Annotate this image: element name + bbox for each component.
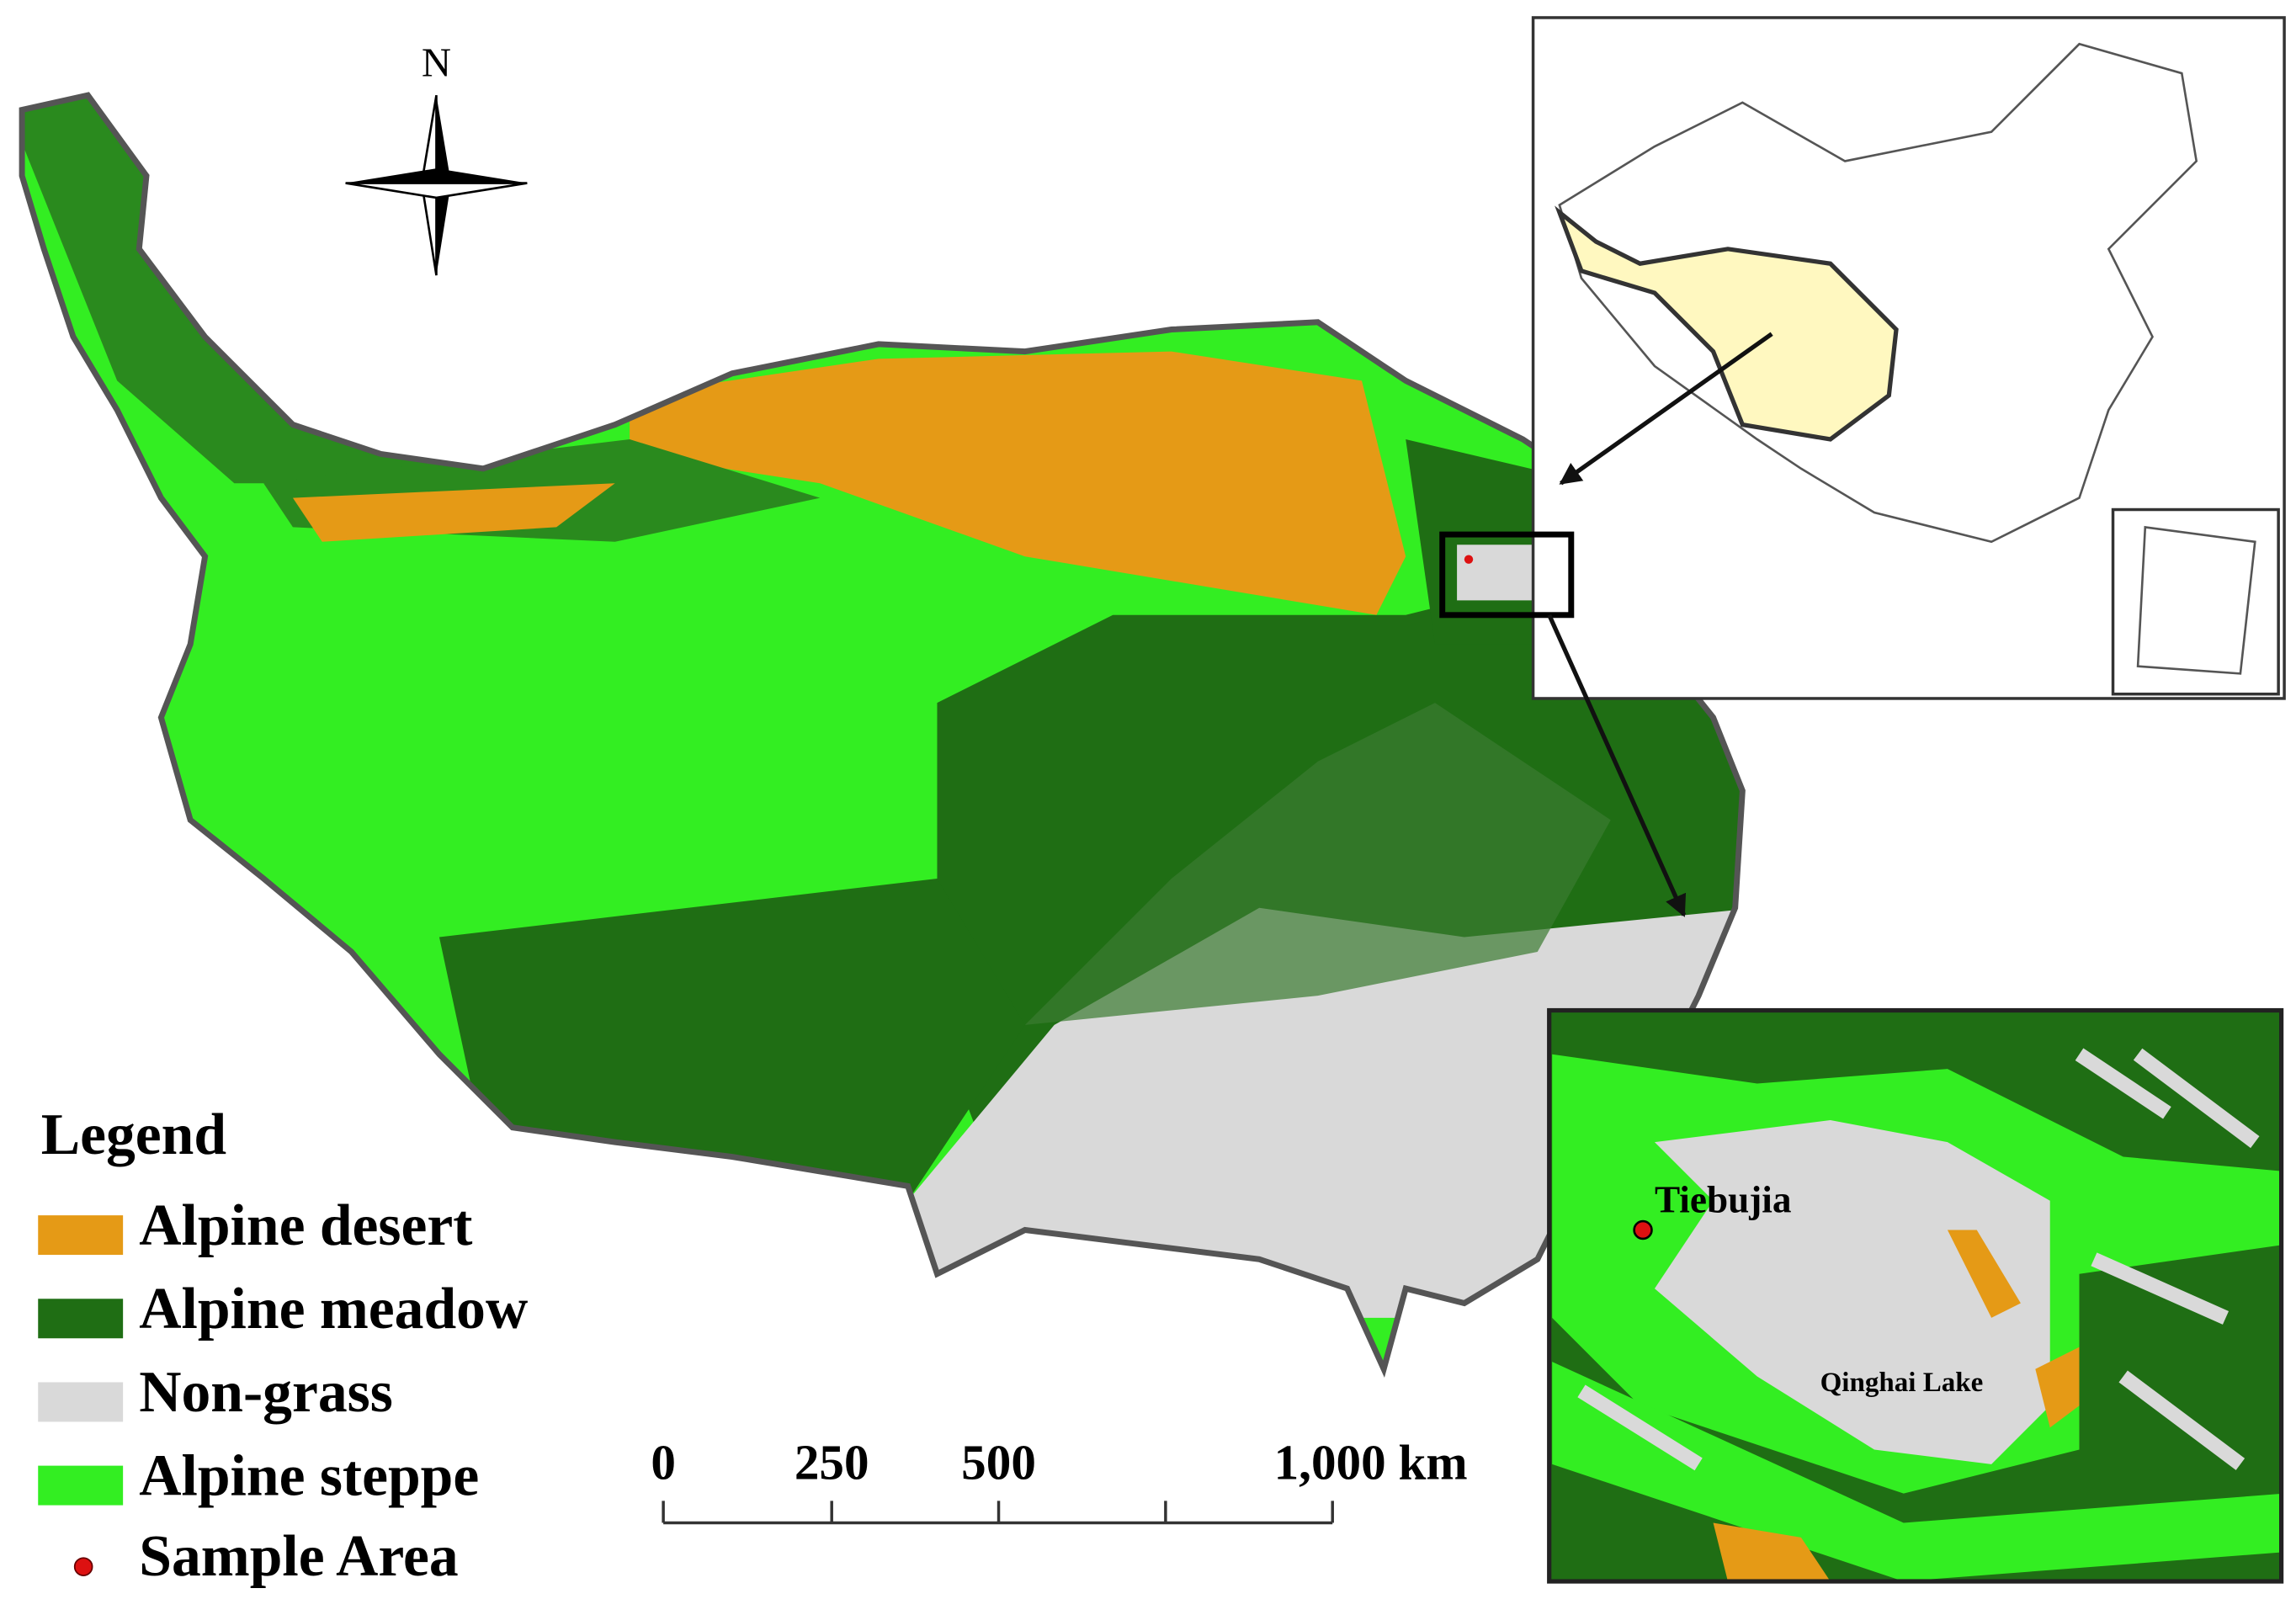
scale-label: 250 (795, 1434, 869, 1490)
legend-item: Alpine meadow (139, 1277, 528, 1341)
legend-item: Alpine steppe (139, 1443, 479, 1508)
legend-title: Legend (41, 1102, 226, 1167)
scale-label: 1,000 km (1274, 1434, 1468, 1490)
china-inset (1531, 16, 2286, 700)
scale-label: 0 (651, 1434, 676, 1490)
scale-bar (662, 1501, 1334, 1525)
scale-label: 500 (961, 1434, 1036, 1490)
site-label: Tiebujia (1655, 1179, 1792, 1221)
detail-inset: Tiebujia Qinghai Lake (1547, 1007, 2284, 1584)
sample-box (1439, 531, 1575, 619)
legend-item: Alpine desert (139, 1193, 472, 1258)
legend-item: Sample Area (139, 1524, 458, 1589)
legend-item: Non-grass (139, 1360, 393, 1425)
lake-label: Qinghai Lake (1820, 1368, 1984, 1398)
legend: Legend Alpine desert Alpine meadow Non-g… (38, 1102, 528, 1589)
north-label: N (422, 40, 451, 86)
north-arrow: N (345, 40, 528, 276)
